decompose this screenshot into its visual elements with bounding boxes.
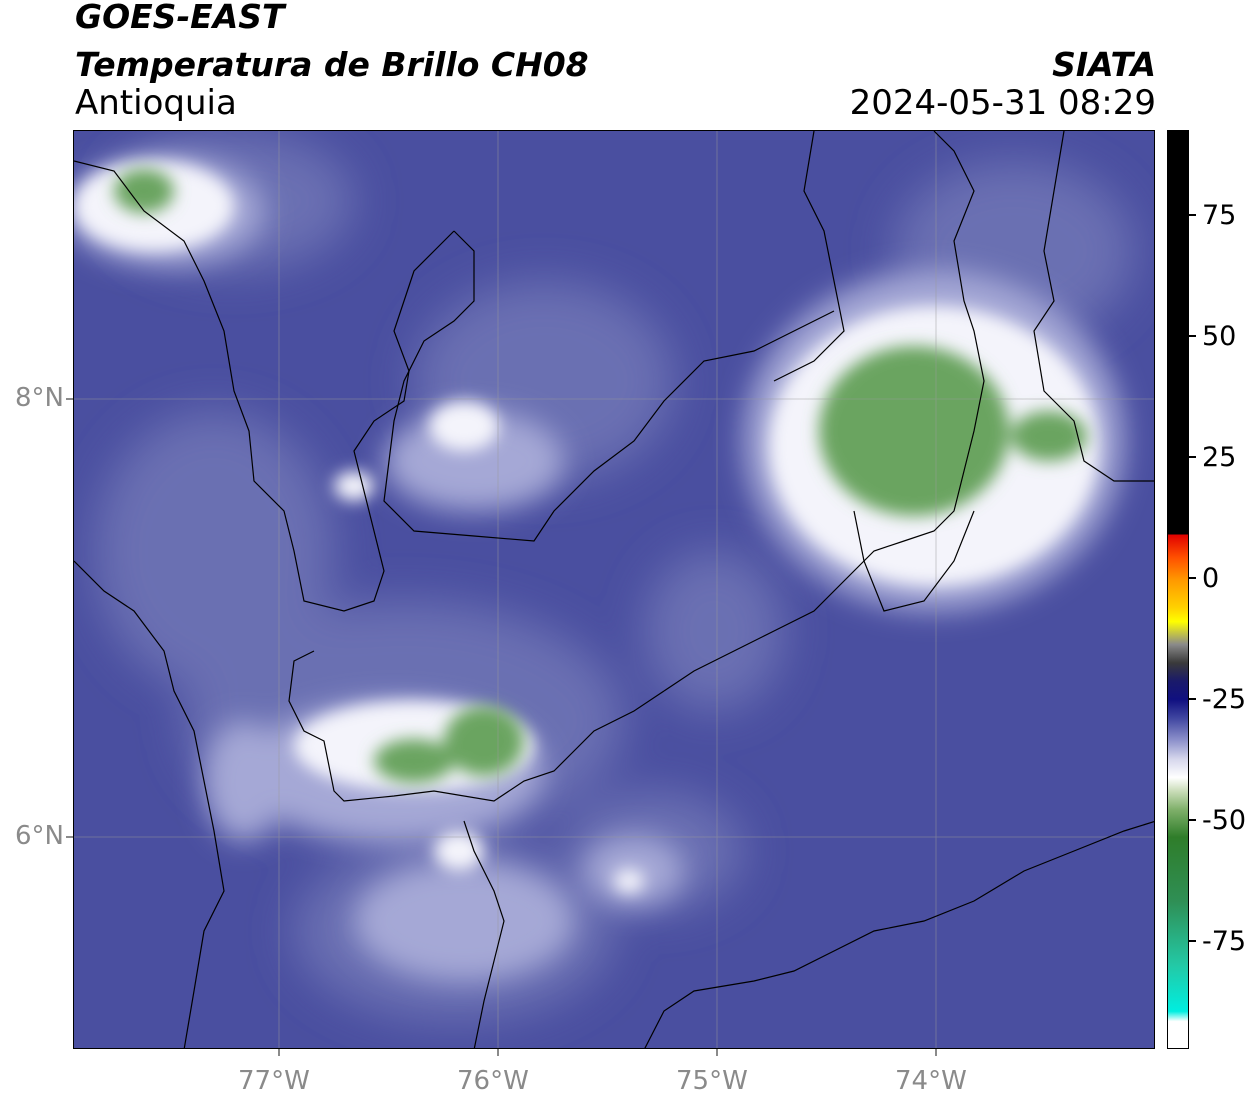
colorbar-label-50: 50 — [1202, 321, 1237, 352]
datetime-label: 2024-05-31 08:29 — [849, 83, 1156, 123]
product-title: Temperatura de Brillo CH08 — [75, 45, 589, 84]
lat-tick-6 — [66, 836, 73, 838]
colorbar-label-minus50: -50 — [1202, 805, 1247, 836]
brightness-temperature-map — [73, 130, 1155, 1049]
lon-tick-76 — [497, 1049, 499, 1056]
colorbar-tick-25 — [1189, 456, 1196, 458]
colorbar-label-minus25: -25 — [1202, 684, 1247, 715]
colorbar-tick-75 — [1189, 214, 1196, 216]
graticule — [74, 131, 1154, 1048]
region-label: Antioquia — [75, 83, 237, 123]
colorbar-label-minus75: -75 — [1202, 926, 1247, 957]
lon-tick-75 — [716, 1049, 718, 1056]
lon-label-74: 74°W — [895, 1066, 967, 1096]
lon-tick-74 — [935, 1049, 937, 1056]
colorbar-tick-minus75 — [1189, 940, 1196, 942]
colorbar-tick-minus50 — [1189, 819, 1196, 821]
colorbar-tick-minus25 — [1189, 698, 1196, 700]
lon-label-77: 77°W — [238, 1066, 310, 1096]
administrative-boundaries — [74, 131, 1154, 1048]
lat-tick-8 — [66, 398, 73, 400]
lat-label-8: 8°N — [15, 383, 64, 413]
colorbar-label-0: 0 — [1202, 563, 1220, 594]
satellite-title: GOES-EAST — [75, 0, 285, 36]
institution-label: SIATA — [1052, 45, 1156, 84]
lon-label-76: 76°W — [457, 1066, 529, 1096]
colorbar-tick-0 — [1189, 577, 1196, 579]
lon-label-75: 75°W — [676, 1066, 748, 1096]
colorbar-label-75: 75 — [1202, 200, 1237, 231]
lon-tick-77 — [278, 1049, 280, 1056]
map-canvas — [74, 131, 1154, 1048]
colorbar — [1167, 130, 1189, 1049]
colorbar-tick-50 — [1189, 335, 1196, 337]
coldest-cloud-layer — [114, 169, 1087, 783]
colorbar-label-25: 25 — [1202, 442, 1237, 473]
lat-label-6: 6°N — [15, 821, 64, 851]
